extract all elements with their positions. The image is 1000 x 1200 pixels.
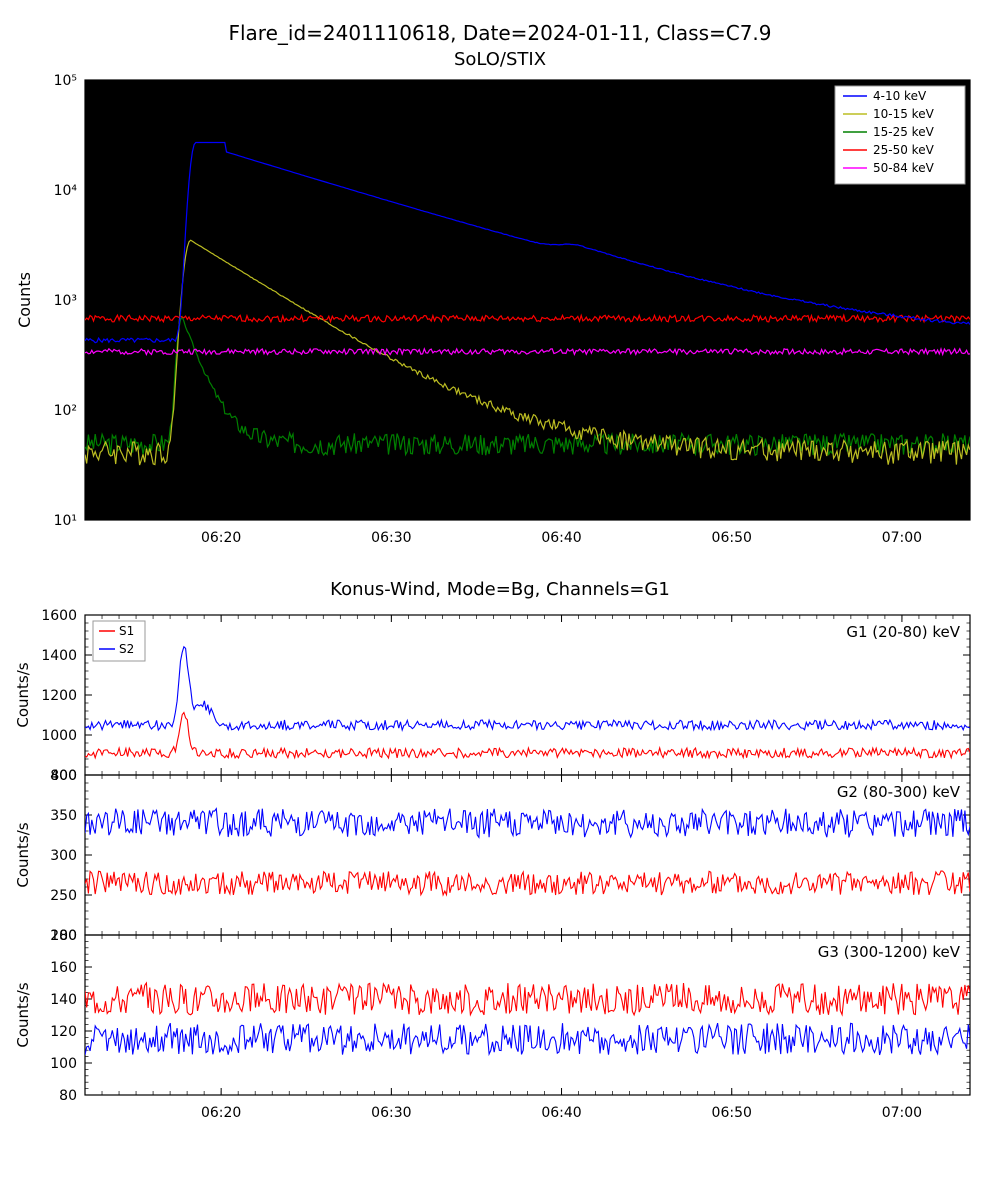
- bottom-ytick-label: 250: [50, 888, 77, 904]
- top-xtick-label: 06:40: [541, 530, 581, 546]
- legend-label: S2: [119, 642, 134, 656]
- top-subtitle: SoLO/STIX: [454, 49, 546, 70]
- legend-label: S1: [119, 624, 134, 638]
- legend-label: 4-10 keV: [873, 89, 927, 103]
- bottom-ytick-label: 1200: [41, 688, 77, 704]
- bottom-xtick-label: 06:30: [371, 1105, 411, 1121]
- bottom-ytick-label: 300: [50, 848, 77, 864]
- top-xtick-label: 06:50: [712, 530, 752, 546]
- top-xtick-label: 06:30: [371, 530, 411, 546]
- bottom-ytick-label: 140: [50, 992, 77, 1008]
- top-xtick-label: 06:20: [201, 530, 241, 546]
- bottom-ytick-label: 1400: [41, 648, 77, 664]
- series-s1: [85, 983, 970, 1015]
- bottom-plot-area: [85, 647, 970, 758]
- bottom-xtick-label: 06:50: [712, 1105, 752, 1121]
- panel-label: G3 (300-1200) keV: [818, 943, 961, 961]
- bottom-ytick-label: 180: [50, 928, 77, 944]
- top-ylabel: Counts: [15, 272, 34, 328]
- legend-label: 25-50 keV: [873, 143, 935, 157]
- bottom-xtick-label: 07:00: [882, 1105, 922, 1121]
- figure-container: Flare_id=2401110618, Date=2024-01-11, Cl…: [0, 0, 1000, 1200]
- bottom-subtitle: Konus-Wind, Mode=Bg, Channels=G1: [330, 579, 670, 600]
- bottom-ytick-label: 100: [50, 1056, 77, 1072]
- bottom-xtick-label: 06:20: [201, 1105, 241, 1121]
- series-s2: [85, 1023, 970, 1055]
- panel-label: G1 (20-80) keV: [846, 623, 960, 641]
- top-ytick-label: 10⁴: [54, 183, 78, 199]
- bottom-ylabel: Counts/s: [14, 822, 32, 887]
- bottom-plot-area: [85, 983, 970, 1055]
- panel-label: G2 (80-300) keV: [837, 783, 961, 801]
- legend-label: 10-15 keV: [873, 107, 935, 121]
- bottom-ylabel: Counts/s: [14, 982, 32, 1047]
- bottom-ytick-label: 1000: [41, 728, 77, 744]
- series-s2: [85, 809, 970, 838]
- legend-label: 15-25 keV: [873, 125, 935, 139]
- series-s1: [85, 871, 970, 895]
- top-ytick-label: 10²: [54, 403, 77, 419]
- legend-label: 50-84 keV: [873, 161, 935, 175]
- bottom-ytick-label: 120: [50, 1024, 77, 1040]
- series-s1: [85, 713, 970, 759]
- bottom-plot-area: [85, 809, 970, 895]
- bottom-ytick-label: 80: [59, 1088, 77, 1104]
- bottom-xtick-label: 06:40: [541, 1105, 581, 1121]
- top-ytick-label: 10⁵: [54, 73, 77, 89]
- top-ytick-label: 10³: [54, 293, 77, 309]
- top-xtick-label: 07:00: [882, 530, 922, 546]
- bottom-ytick-label: 1600: [41, 608, 77, 624]
- bottom-ytick-label: 400: [50, 768, 77, 784]
- bottom-ylabel: Counts/s: [14, 662, 32, 727]
- figure-svg: Flare_id=2401110618, Date=2024-01-11, Cl…: [0, 0, 1000, 1200]
- main-title: Flare_id=2401110618, Date=2024-01-11, Cl…: [228, 21, 771, 45]
- top-ytick-label: 10¹: [54, 513, 77, 529]
- bottom-ytick-label: 350: [50, 808, 77, 824]
- bottom-ytick-label: 160: [50, 960, 77, 976]
- series-s2: [85, 647, 970, 730]
